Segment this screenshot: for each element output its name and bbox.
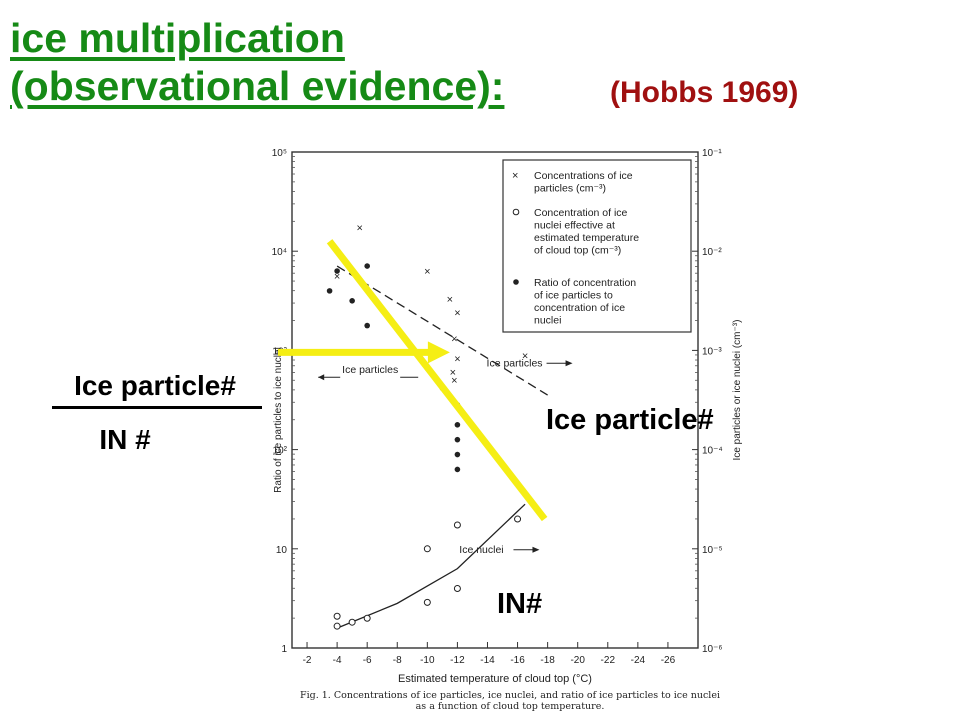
- y-left-tick-label: 1: [281, 644, 287, 655]
- x-tick-label: -10: [420, 655, 435, 666]
- ice-nuclei-annotation: IN#: [497, 588, 543, 620]
- ice-nuclei-point: [333, 622, 341, 630]
- inline-arrowhead: [565, 360, 573, 367]
- y-right-tick-label: 10⁻⁶: [702, 644, 723, 655]
- x-tick-label: -20: [570, 655, 585, 666]
- axis-ticks: -2 -4 -6 -8 -10 -12 -14 -16 -18 -20 -22 -24 -26 1 10 10…: [272, 148, 723, 666]
- caption-line-2: as a function of cloud top temperature.: [416, 701, 605, 712]
- x-tick-label: -16: [510, 655, 525, 666]
- ice-particle-point: ×: [334, 271, 340, 283]
- ratio-denominator-label: IN #: [99, 424, 151, 455]
- plot-axes: Estimated temperature of cloud top (°C) R…: [273, 151, 743, 685]
- ice-nuclei-point: [423, 598, 431, 606]
- y-left-tick-label: 10: [276, 545, 288, 556]
- x-tick-label: -24: [631, 655, 646, 666]
- x-tick-label: -8: [393, 655, 402, 666]
- ratio-point: [454, 436, 461, 443]
- x-tick-label: -26: [661, 655, 676, 666]
- ratio-point: [349, 298, 355, 304]
- x-tick-label: -12: [450, 655, 465, 666]
- inline-label-2: Ice particles: [487, 357, 543, 369]
- inline-arrowhead: [532, 546, 540, 553]
- ratio-point: [334, 268, 340, 274]
- highlight-arrow-head: [427, 341, 450, 364]
- ice-particle-point: ×: [450, 367, 456, 379]
- ice-particle-point: ×: [454, 308, 460, 320]
- legend-entry-text: Concentrations of ice particles (cm⁻³): [534, 170, 633, 195]
- x-tick-label: -18: [540, 655, 555, 666]
- x-tick-label: -4: [333, 655, 342, 666]
- ice-nuclei-point: [514, 515, 522, 523]
- y-left-tick-label: 10⁵: [272, 148, 287, 159]
- y-right-tick-label: 10⁻¹: [702, 148, 722, 159]
- inline-labels: Ice particles Ice particles Ice nuclei: [318, 357, 573, 556]
- ratio-fraction-bar: [52, 406, 262, 409]
- ice-particle-point: ×: [522, 350, 528, 362]
- title-line-2: (observational evidence):: [10, 63, 505, 109]
- x-tick-label: -22: [601, 655, 616, 666]
- legend-entry-text: Concentration of ice nuclei effective at e…: [534, 207, 639, 257]
- legend-entry-text: Ratio of concentration of ice particles t…: [534, 277, 636, 327]
- y-left-tick-label: 10⁴: [272, 247, 287, 258]
- legend-box: [502, 159, 692, 333]
- y-right-tick-label: 10⁻²: [702, 247, 722, 258]
- trend-lines: [336, 250, 548, 629]
- inline-label-3: Ice nuclei: [459, 544, 503, 556]
- caption-line-1: Fig. 1. Concentrations of ice particles,…: [300, 690, 720, 701]
- legend-marker-dot: [513, 279, 519, 285]
- y-right-tick-label: 10⁻⁴: [702, 446, 723, 457]
- y-left-axis-label: Ratio of ice particles to ice nuclei: [273, 347, 284, 493]
- legend: × Concentrations of ice particles (cm⁻³) Co…: [502, 159, 692, 333]
- ratio-point: [326, 288, 333, 294]
- x-tick-label: -6: [363, 655, 372, 666]
- ice-particle-point: ×: [451, 375, 457, 387]
- title-line-1: ice multiplication: [10, 15, 345, 61]
- inline-arrowhead: [318, 374, 325, 381]
- y-right-tick-label: 10⁻³: [702, 346, 722, 357]
- ice-nuclei-point: [333, 612, 341, 620]
- x-tick-label: -14: [480, 655, 495, 666]
- ratio-point: [454, 466, 461, 473]
- ice-nuclei-point: [423, 545, 431, 553]
- slide-title: ice multiplication (observational eviden…: [10, 14, 504, 110]
- inline-label-1: Ice particles: [342, 364, 398, 376]
- ratio-numerator-label: Ice particle#: [74, 370, 236, 401]
- highlight-diagonal-line: [326, 239, 548, 522]
- legend-marker-x: ×: [512, 170, 518, 182]
- highlight-overlay: [278, 239, 548, 522]
- plot-frame: [291, 151, 699, 649]
- citation: (Hobbs 1969): [610, 76, 799, 109]
- ice-particle-annotation: Ice particle#: [546, 404, 714, 436]
- x-axis-label: Estimated temperature of cloud top (°C): [398, 673, 592, 685]
- figure-caption: Fig. 1. Concentrations of ice particles,…: [300, 690, 720, 712]
- ratio-point: [364, 263, 370, 269]
- ice-nuclei-point: [453, 521, 461, 529]
- ice-particle-point: ×: [454, 353, 460, 365]
- data-points: ××××××××××: [326, 222, 528, 630]
- y-right-axis-label: Ice particles or ice nuclei (cm⁻³): [732, 320, 743, 461]
- ice-nuclei-point: [363, 614, 371, 622]
- ratio-point: [454, 451, 461, 458]
- ice-particle-point: ×: [451, 333, 457, 345]
- ice-particle-point: ×: [447, 294, 453, 306]
- y-right-tick-label: 10⁻⁵: [702, 545, 723, 556]
- ratio-point: [364, 322, 370, 329]
- ice-particle-point: ×: [424, 266, 430, 278]
- x-tick-label: -2: [303, 655, 312, 666]
- ratio-point: [454, 422, 461, 428]
- legend-marker-circle: [512, 208, 520, 216]
- y-left-tick-label: 10²: [273, 446, 288, 457]
- ice-nuclei-point: [348, 618, 356, 626]
- ice-nuclei-point: [453, 584, 461, 592]
- ice-particle-point: ×: [356, 222, 362, 234]
